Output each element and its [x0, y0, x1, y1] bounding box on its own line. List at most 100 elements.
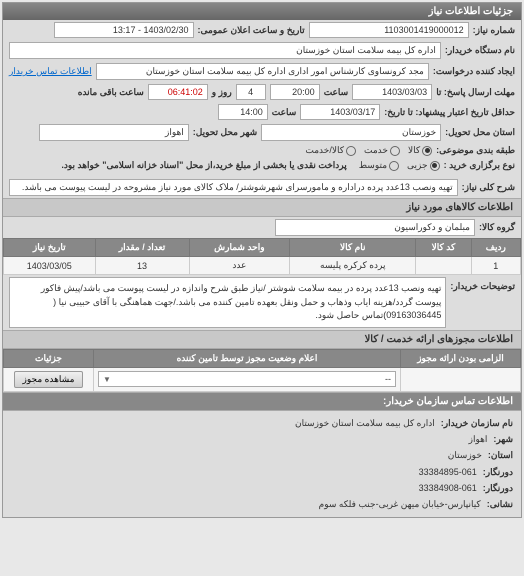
- main-panel: جزئیات اطلاعات نیاز شماره نیاز: 11030014…: [2, 2, 522, 518]
- radio-jozi[interactable]: جزیی: [407, 160, 440, 171]
- permits-title: اطلاعات مجوزهای ارائه خدمت / کالا: [3, 330, 521, 349]
- radio-group-1: کالا خدمت کالا/خدمت: [305, 145, 432, 156]
- field-remaining-days: 4: [236, 84, 266, 100]
- radio-dot-icon: [389, 161, 399, 171]
- label-budget: طبقه بندی موضوعی:: [436, 145, 515, 156]
- row-goods-group: گروه کالا: مبلمان و دکوراسیون: [3, 217, 521, 238]
- label-buyer-desc: توضیحات خریدار:: [450, 277, 515, 292]
- table-row: 1 پرده کرکره پلیسه عدد 13 1403/03/05: [4, 257, 521, 275]
- th-date: تاریخ نیاز: [4, 239, 96, 257]
- cell-qty: 13: [95, 257, 189, 275]
- th-mandatory: الزامی بودن ارائه مجوز: [401, 349, 521, 367]
- cell-details: مشاهده مجوز: [4, 367, 94, 391]
- label-announce: تاریخ و ساعت اعلان عمومی:: [198, 25, 305, 36]
- th-name: نام کالا: [290, 239, 416, 257]
- label-contact-province: استان:: [488, 448, 513, 462]
- label-addr: نشانی:: [487, 497, 513, 511]
- label-goods-group: گروه کالا:: [479, 222, 515, 233]
- select-value: --: [385, 374, 391, 384]
- label-validity: حداقل تاریخ اعتبار پیشنهاد: تا تاریخ:: [384, 107, 515, 118]
- label-need-type: نوع برگزاری خرید :: [444, 160, 515, 171]
- th-row: ردیف: [471, 239, 520, 257]
- th-code: کد کالا: [416, 239, 471, 257]
- label-deadline-time: ساعت: [324, 87, 349, 98]
- label-request-no: شماره نیاز:: [473, 25, 515, 36]
- th-unit: واحد شمارش: [189, 239, 290, 257]
- radio-motevaset[interactable]: متوسط: [359, 160, 399, 171]
- contact-row-city: شهر: اهواز: [11, 431, 513, 447]
- th-status: اعلام وضعیت مجوز توسط تامین کننده: [94, 349, 401, 367]
- row-budget: طبقه بندی موضوعی: کالا خدمت کالا/خدمت: [3, 143, 521, 158]
- chevron-down-icon: ▼: [103, 375, 111, 384]
- goods-table-header: ردیف کد کالا نام کالا واحد شمارش تعداد /…: [4, 239, 521, 257]
- contact-row-phone: دورنگار: 33384895-061: [11, 464, 513, 480]
- radio-dot-icon: [390, 146, 400, 156]
- radio-khedmat[interactable]: خدمت: [364, 145, 400, 156]
- status-select[interactable]: -- ▼: [98, 371, 396, 387]
- goods-table: ردیف کد کالا نام کالا واحد شمارش تعداد /…: [3, 238, 521, 275]
- radio-dot-icon: [430, 161, 440, 171]
- row-creator: ایجاد کننده درخواست: مجد کرونساوی کارشنا…: [3, 61, 521, 82]
- contact-row-province: استان: خوزستان: [11, 447, 513, 463]
- val-contact-province: خوزستان: [448, 448, 482, 462]
- radio-group-2: جزیی متوسط: [359, 160, 440, 171]
- val-contact-city: اهواز: [469, 432, 488, 446]
- field-request-no: 1103001419000012: [309, 22, 469, 38]
- val-addr: کیانپارس-خیابان میهن غربی-جنب فلکه سوم: [319, 497, 481, 511]
- field-remaining-time: 06:41:02: [148, 84, 208, 100]
- contact-block: نام سازمان خریدار: اداره کل بیمه سلامت ا…: [3, 411, 521, 517]
- label-province: استان محل تحویل:: [445, 127, 515, 138]
- field-creator: مجد کرونساوی کارشناس امور اداری اداره کل…: [96, 63, 429, 80]
- cell-status: -- ▼: [94, 367, 401, 391]
- view-permit-button[interactable]: مشاهده مجوز: [14, 371, 84, 388]
- note-text: پرداخت نقدی یا بخشی از مبلغ خرید،از محل …: [61, 160, 346, 171]
- radio-kala-khedmat[interactable]: کالا/خدمت: [305, 145, 356, 156]
- field-deadline-time: 20:00: [270, 84, 320, 100]
- th-qty: تعداد / مقدار: [95, 239, 189, 257]
- label-summary: شرح کلی نیاز:: [462, 182, 515, 193]
- contact-title: اطلاعات تماس سازمان خریدار:: [3, 392, 521, 411]
- label-and: روز و: [212, 87, 232, 98]
- row-need-type: نوع برگزاری خرید : جزیی متوسط پرداخت نقد…: [3, 158, 521, 173]
- th-details: جزئیات: [4, 349, 94, 367]
- row-request-no: شماره نیاز: 1103001419000012 تاریخ و ساع…: [3, 20, 521, 40]
- field-validity-date: 1403/03/17: [300, 104, 380, 120]
- contact-row-phone2: دورنگار: 33384908-061: [11, 480, 513, 496]
- field-goods-group: مبلمان و دکوراسیون: [275, 219, 475, 236]
- cell-date: 1403/03/05: [4, 257, 96, 275]
- table-row: -- ▼ مشاهده مجوز: [4, 367, 521, 391]
- field-city: اهواز: [39, 124, 189, 141]
- val-phone: 33384895-061: [419, 465, 477, 479]
- cell-mandatory: [401, 367, 521, 391]
- field-validity-time: 14:00: [218, 104, 268, 120]
- radio-dot-icon: [422, 146, 432, 156]
- buyer-desc-text: تهیه ونصب 13عدد پرده در بیمه سلامت شوشتر…: [9, 277, 446, 328]
- label-phone: دورنگار:: [483, 465, 513, 479]
- label-until-time: ساعت: [272, 107, 297, 118]
- radio-kala[interactable]: کالا: [408, 145, 432, 156]
- field-summary: تهیه ونصب 13عدد پرده دراداره و مامورسرای…: [9, 179, 458, 196]
- contact-row-addr: نشانی: کیانپارس-خیابان میهن غربی-جنب فلک…: [11, 496, 513, 512]
- link-contact-info[interactable]: اطلاعات تماس خریدار: [9, 66, 92, 77]
- val-org: اداره کل بیمه سلامت استان خوزستان: [295, 416, 435, 430]
- cell-code: [416, 257, 471, 275]
- val-phone2: 33384908-061: [419, 481, 477, 495]
- label-contact-city: شهر:: [493, 432, 513, 446]
- permits-header: الزامی بودن ارائه مجوز اعلام وضعیت مجوز …: [4, 349, 521, 367]
- cell-name: پرده کرکره پلیسه: [290, 257, 416, 275]
- permits-table: الزامی بودن ارائه مجوز اعلام وضعیت مجوز …: [3, 349, 521, 392]
- panel-title: جزئیات اطلاعات نیاز: [3, 3, 521, 20]
- goods-title: اطلاعات کالاهای مورد نیاز: [3, 198, 521, 217]
- cell-row: 1: [471, 257, 520, 275]
- field-province: خوزستان: [261, 124, 441, 141]
- row-validity: حداقل تاریخ اعتبار پیشنهاد: تا تاریخ: 14…: [3, 102, 521, 122]
- field-deadline-date: 1403/03/03: [352, 84, 432, 100]
- row-summary: شرح کلی نیاز: تهیه ونصب 13عدد پرده درادا…: [3, 177, 521, 198]
- contact-row-org: نام سازمان خریدار: اداره کل بیمه سلامت ا…: [11, 415, 513, 431]
- radio-dot-icon: [346, 146, 356, 156]
- row-buyer: نام دستگاه خریدار: اداره کل بیمه سلامت ا…: [3, 40, 521, 61]
- field-buyer: اداره کل بیمه سلامت استان خوزستان: [9, 42, 441, 59]
- label-creator: ایجاد کننده درخواست:: [433, 66, 515, 77]
- label-buyer: نام دستگاه خریدار:: [445, 45, 515, 56]
- label-org: نام سازمان خریدار:: [441, 416, 513, 430]
